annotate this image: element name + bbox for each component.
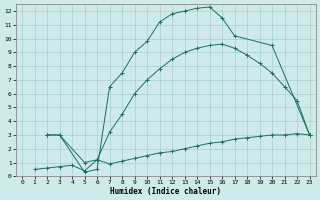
- X-axis label: Humidex (Indice chaleur): Humidex (Indice chaleur): [110, 187, 221, 196]
